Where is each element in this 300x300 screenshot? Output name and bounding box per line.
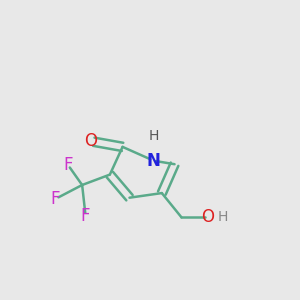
Text: F: F <box>81 207 90 225</box>
Text: F: F <box>51 190 60 208</box>
Text: O: O <box>84 132 97 150</box>
Text: O: O <box>202 208 214 226</box>
Text: H: H <box>148 130 159 143</box>
Text: F: F <box>64 156 73 174</box>
Text: N: N <box>147 152 161 170</box>
Text: H: H <box>218 210 228 224</box>
